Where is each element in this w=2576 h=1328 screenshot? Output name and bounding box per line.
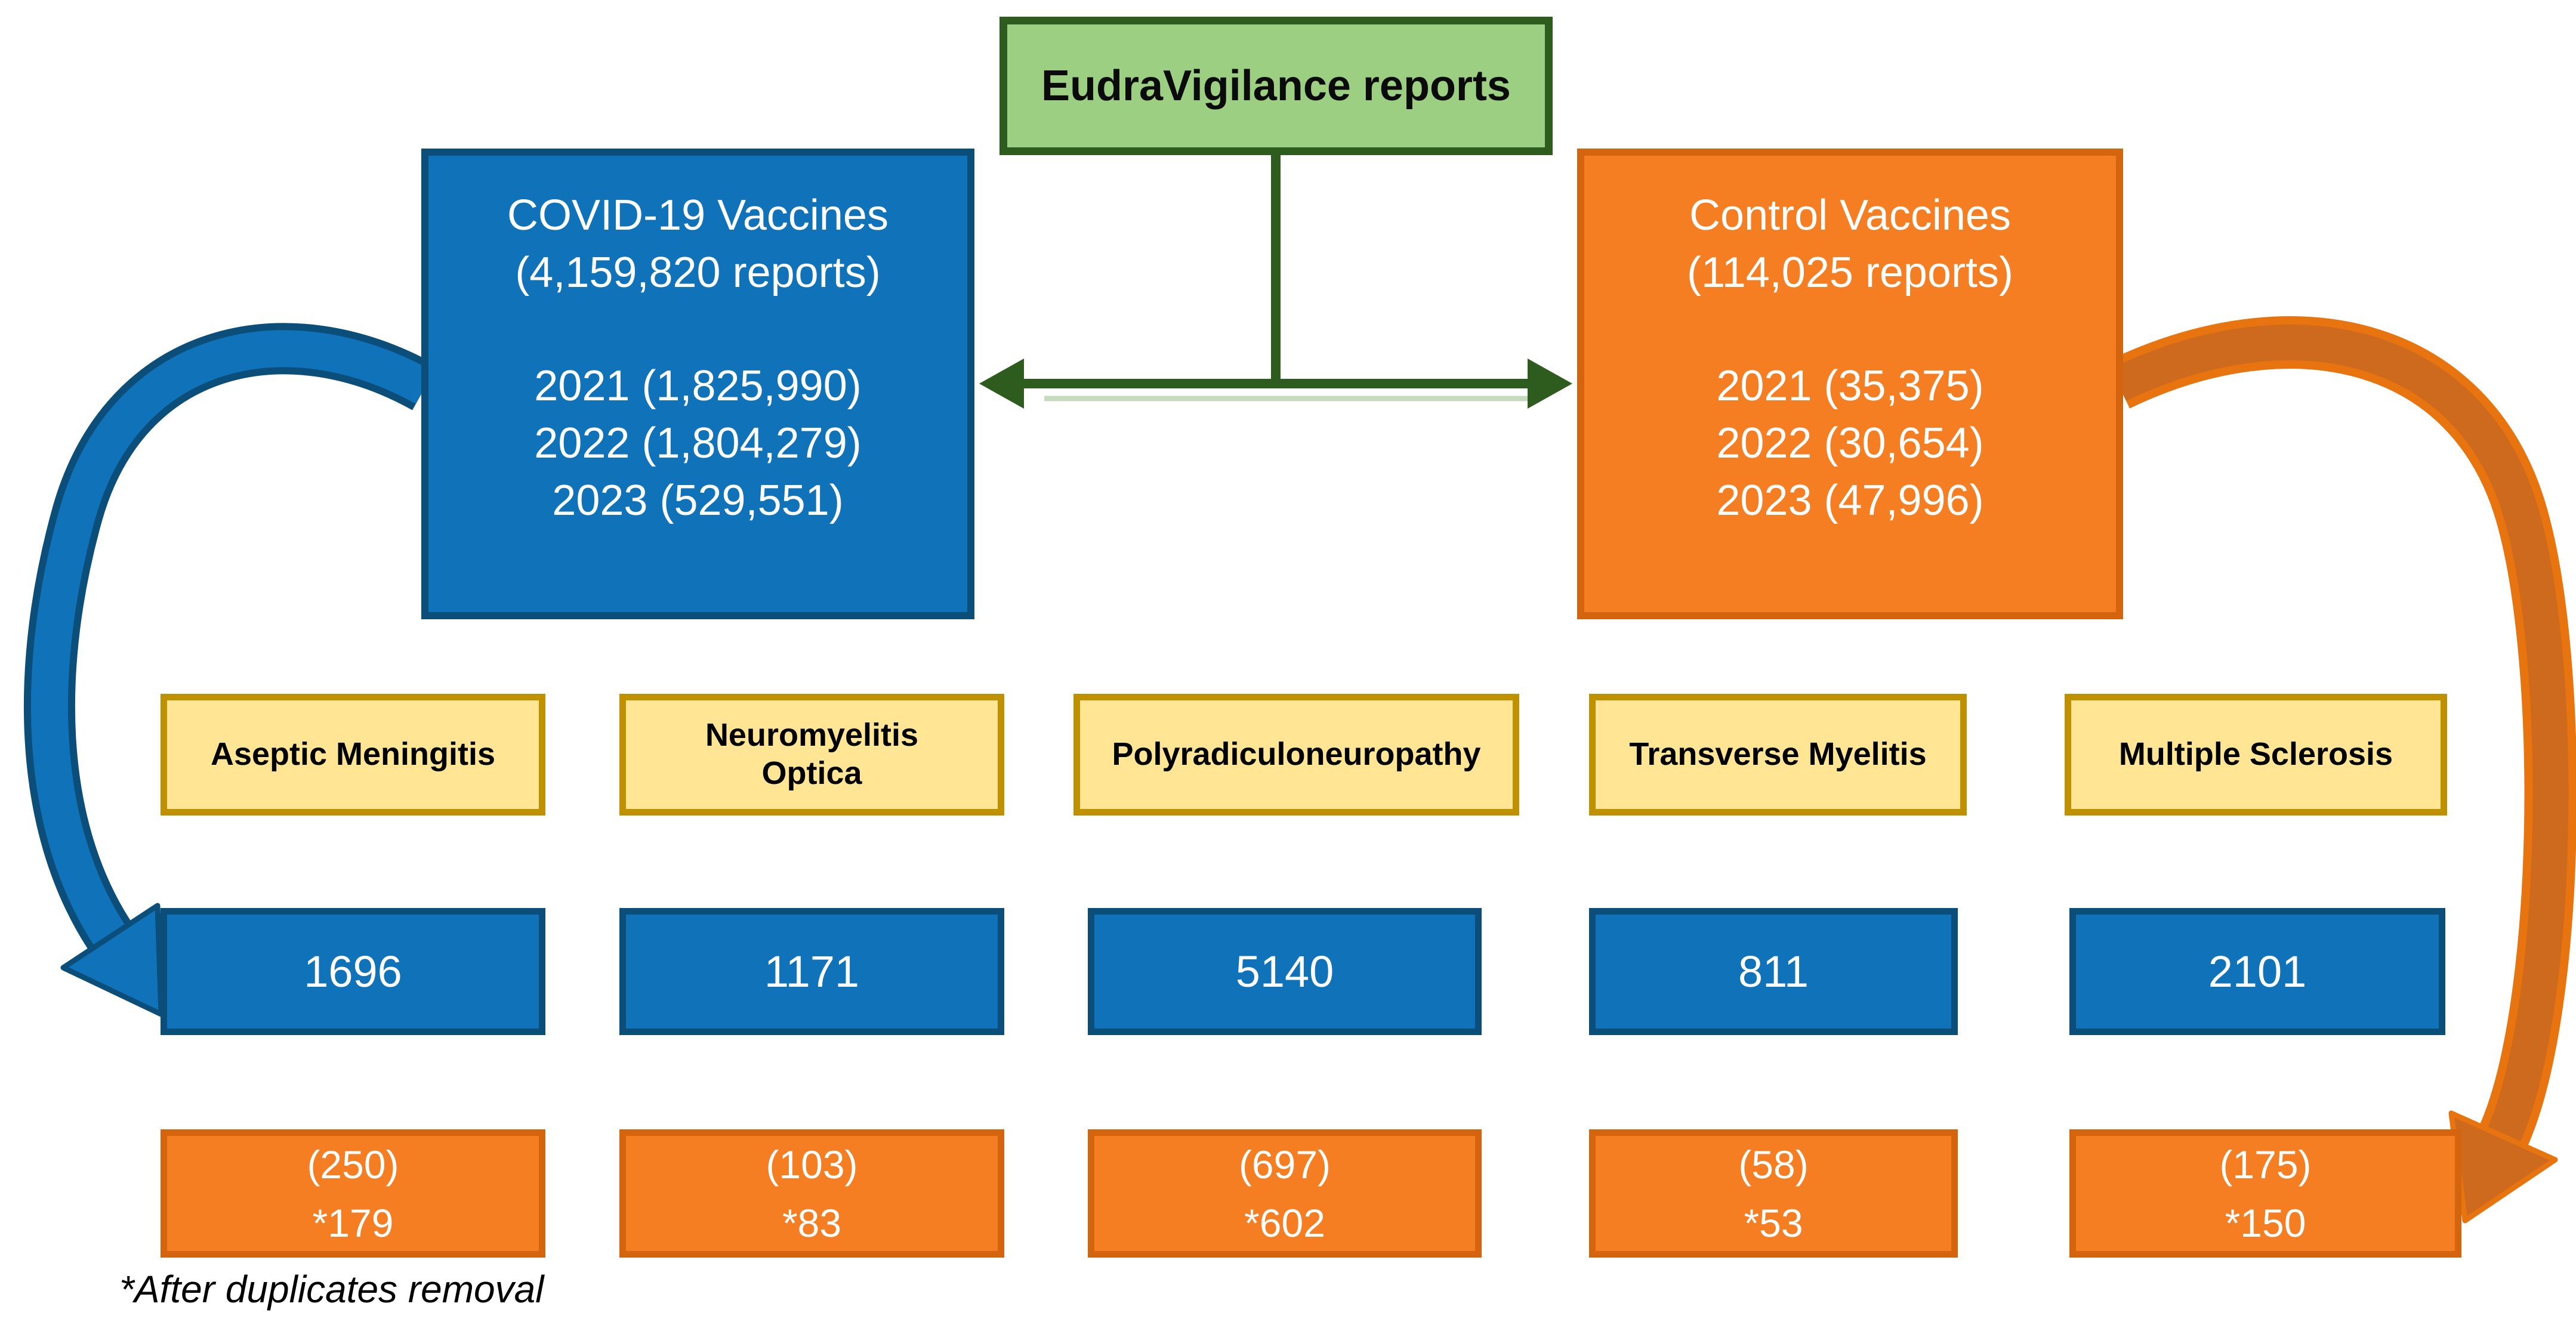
control-box-subtitle: (114,025 reports) [1687,249,2013,297]
control-count-multiple-sclerosis: (175) *150 [2069,1129,2461,1258]
control-year-2022: 2022 (30,654) [1716,419,1984,467]
condition-label: Aseptic Meningitis [210,736,496,773]
covid-count-value: 2101 [2208,947,2307,996]
covid-count-value: 1171 [764,947,860,996]
condition-label: Transverse Myelitis [1629,736,1927,773]
condition-box-multiple-sclerosis: Multiple Sclerosis [2065,694,2447,816]
control-count-aseptic-meningitis: (250) *179 [161,1129,545,1258]
control-year-2021: 2021 (35,375) [1716,362,1984,410]
control-count-value: (103) [766,1142,858,1187]
control-count-neuromyelitis-optica: (103) *83 [619,1129,1004,1258]
control-curved-arrow-body [2110,325,2569,1144]
covid-count-value: 811 [1738,947,1809,996]
control-count-value: (58) [1738,1142,1809,1187]
covid-year-2021: 2021 (1,825,990) [534,362,862,410]
control-vaccines-box: Control Vaccines (114,025 reports) 2021 … [1577,149,2123,619]
covid-count-value: 5140 [1235,947,1334,996]
condition-box-polyradiculoneuropathy: Polyradiculoneuropathy [1073,694,1519,816]
covid-count-neuromyelitis-optica: 1171 [619,908,1004,1035]
control-dedup-value: *602 [1244,1200,1325,1245]
control-count-polyradiculoneuropathy: (697) *602 [1088,1129,1482,1258]
control-count-transverse-myelitis: (58) *53 [1589,1129,1958,1258]
control-dedup-value: *83 [782,1200,842,1245]
source-box: EudraVigilance reports [999,17,1553,155]
control-dedup-value: *179 [312,1200,394,1245]
covid-count-polyradiculoneuropathy: 5140 [1088,908,1482,1035]
covid-year-2022: 2022 (1,804,279) [534,419,862,467]
covid-box-subtitle: (4,159,820 reports) [515,249,881,297]
control-box-title: Control Vaccines [1689,192,2011,239]
control-count-value: (175) [2219,1142,2312,1187]
condition-box-transverse-myelitis: Transverse Myelitis [1589,694,1967,816]
green-arrowhead-right [1528,359,1572,409]
green-arrowhead-left [979,359,1024,409]
covid-year-2023: 2023 (529,551) [552,477,844,524]
covid-curved-arrow-body [30,330,434,947]
covid-count-multiple-sclerosis: 2101 [2069,908,2445,1035]
condition-label: Polyradiculoneuropathy [1112,736,1481,773]
footnote: *After duplicates removal [119,1268,544,1311]
covid-vaccines-box: COVID-19 Vaccines (4,159,820 reports) 20… [421,149,974,619]
condition-box-neuromyelitis-optica: Neuromyelitis Optica [619,694,1004,816]
condition-box-aseptic-meningitis: Aseptic Meningitis [161,694,545,816]
covid-curved-arrowhead [60,903,164,1017]
control-count-value: (697) [1238,1142,1331,1187]
condition-label: Multiple Sclerosis [2118,736,2393,773]
covid-count-transverse-myelitis: 811 [1589,908,1958,1035]
source-box-label: EudraVigilance reports [1041,62,1511,110]
control-count-value: (250) [307,1142,399,1187]
control-dedup-value: *53 [1744,1200,1803,1245]
covid-count-value: 1696 [304,947,402,996]
condition-label: Neuromyelitis Optica [705,717,919,791]
covid-count-aseptic-meningitis: 1696 [161,908,545,1035]
control-year-2023: 2023 (47,996) [1716,477,1984,524]
covid-box-title: COVID-19 Vaccines [507,192,889,239]
control-dedup-value: *150 [2225,1200,2306,1245]
